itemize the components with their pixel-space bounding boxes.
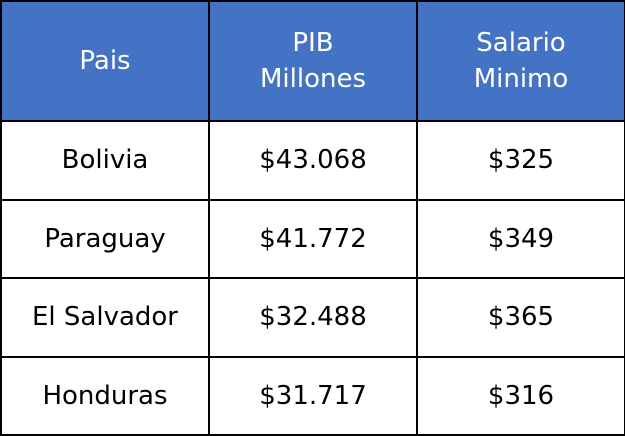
table-body: Bolivia $43.068 $325 Paraguay $41.772 $349 El … bbox=[0, 120, 625, 436]
header-cell: Salario Minimo bbox=[416, 0, 625, 122]
header-text: PIB Millones bbox=[259, 28, 367, 94]
header-text: Pais bbox=[79, 46, 131, 76]
table-cell: $349 bbox=[416, 198, 625, 279]
table-cell: El Salvador bbox=[0, 277, 210, 358]
header-cell: PIB Millones bbox=[208, 0, 418, 122]
table-cell: $41.772 bbox=[208, 198, 418, 279]
table-cell: $325 bbox=[416, 120, 625, 201]
table-row: Honduras $31.717 $316 bbox=[0, 355, 625, 436]
table-cell: Honduras bbox=[0, 355, 210, 436]
table-cell: $365 bbox=[416, 277, 625, 358]
header-row: Pais PIB Millones Salario Minimo bbox=[0, 0, 625, 122]
table-cell: $316 bbox=[416, 355, 625, 436]
header-cell: Pais bbox=[0, 0, 210, 122]
table-row: El Salvador $32.488 $365 bbox=[0, 277, 625, 358]
table-cell: $43.068 bbox=[208, 120, 418, 201]
table-row: Bolivia $43.068 $325 bbox=[0, 120, 625, 201]
table-cell: Paraguay bbox=[0, 198, 210, 279]
header-text: Salario Minimo bbox=[473, 28, 569, 94]
table-cell: Bolivia bbox=[0, 120, 210, 201]
table-cell: $32.488 bbox=[208, 277, 418, 358]
table-cell: $31.717 bbox=[208, 355, 418, 436]
table-row: Paraguay $41.772 $349 bbox=[0, 198, 625, 279]
